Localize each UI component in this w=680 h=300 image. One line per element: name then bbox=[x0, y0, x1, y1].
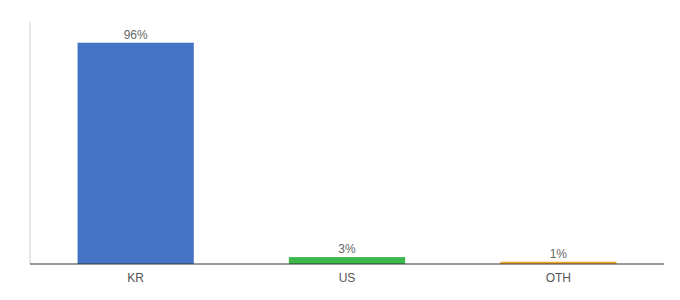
chart-svg: 96% 3% 1% KR US OTH bbox=[0, 0, 680, 300]
y-axis-line bbox=[30, 22, 31, 264]
bar bbox=[289, 257, 405, 264]
data-labels: 96% 3% 1% bbox=[124, 28, 568, 261]
x-tick-label: KR bbox=[127, 271, 144, 285]
data-label: 1% bbox=[550, 247, 568, 261]
bars bbox=[78, 43, 617, 264]
x-axis-line bbox=[30, 264, 664, 265]
page: {"chart_data": {"type": "bar", "categori… bbox=[0, 0, 680, 300]
x-tick-labels: KR US OTH bbox=[127, 271, 571, 285]
x-tick-label: OTH bbox=[546, 271, 571, 285]
data-label: 96% bbox=[124, 28, 148, 42]
chart-container: 96% 3% 1% KR US OTH bbox=[0, 0, 680, 300]
x-tick-label: US bbox=[339, 271, 356, 285]
data-label: 3% bbox=[338, 242, 356, 256]
bar bbox=[78, 43, 194, 264]
